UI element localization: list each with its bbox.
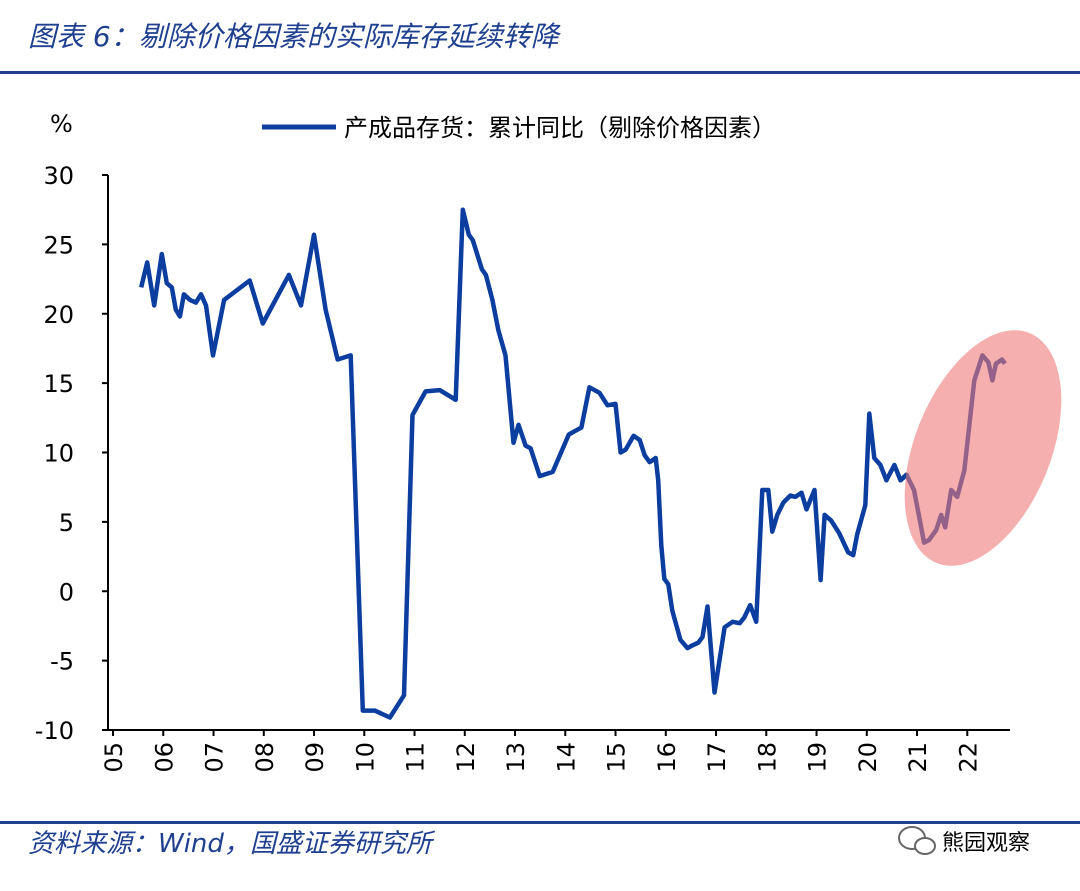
x-tick-label: 22 — [954, 742, 982, 773]
source-note: 资料来源：Wind，国盛证券研究所 — [28, 829, 436, 859]
y-tick-label: 30 — [43, 162, 74, 190]
x-tick-label: 11 — [402, 742, 430, 773]
x-tick-label: 13 — [502, 742, 530, 773]
source-rule — [0, 821, 1080, 824]
y-tick-label: 0 — [59, 578, 74, 606]
y-tick-label: 20 — [43, 301, 74, 329]
x-tick-label: 16 — [653, 742, 681, 773]
x-tick-label: 09 — [301, 742, 329, 773]
legend-label: 产成品存货：累计同比（剔除价格因素） — [344, 114, 776, 142]
highlight-ellipse — [904, 330, 1062, 566]
x-tick-label: 05 — [100, 742, 128, 773]
x-tick-label: 08 — [251, 742, 279, 773]
x-tick-label: 19 — [804, 742, 832, 773]
y-tick-label: -5 — [50, 648, 74, 676]
x-tick-label: 10 — [351, 742, 379, 773]
watermark: 熊园观察 — [942, 831, 1030, 856]
x-tick-label: 18 — [753, 742, 781, 773]
data-line — [139, 207, 1007, 720]
x-tick-label: 15 — [603, 742, 631, 773]
x-tick-label: 20 — [854, 742, 882, 773]
x-tick-label: 21 — [904, 742, 932, 773]
x-tick-label: 07 — [201, 742, 229, 773]
y-tick-label: 10 — [43, 440, 74, 468]
y-tick-label: 5 — [59, 509, 74, 537]
y-tick-label: 25 — [43, 231, 74, 259]
x-tick-label: 06 — [150, 742, 178, 773]
x-tick-label: 14 — [552, 742, 580, 773]
title-rule — [0, 71, 1080, 74]
y-tick-label: 15 — [43, 370, 74, 398]
x-tick-label: 12 — [452, 742, 480, 773]
watermark-icon — [898, 826, 936, 855]
y-axis-label: % — [50, 110, 73, 138]
x-tick-label: 17 — [703, 742, 731, 773]
y-tick-label: -10 — [35, 717, 74, 745]
chart-title: 图表 6：剔除价格因素的实际库存延续转降 — [28, 20, 562, 53]
